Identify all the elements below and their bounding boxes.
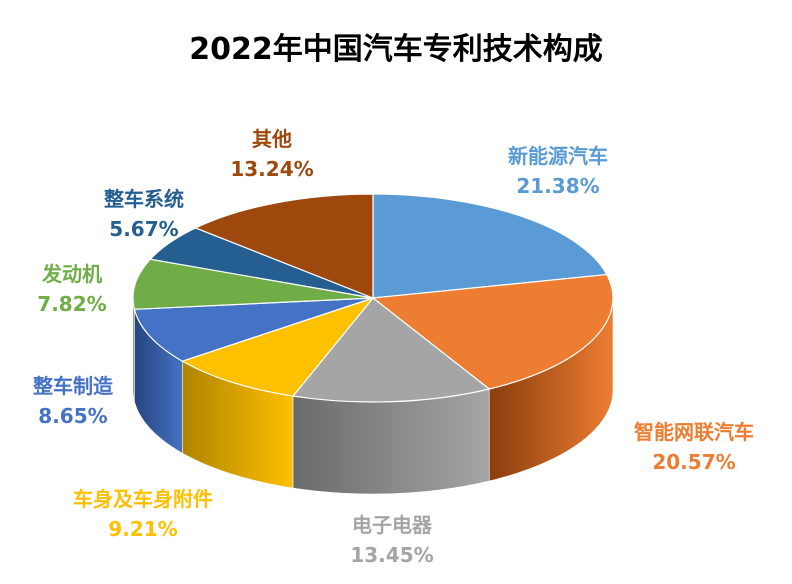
slice-name: 车身及车身附件 xyxy=(73,487,213,511)
label-electronics: 电子电器 13.45% xyxy=(322,510,462,570)
slice-percent: 5.67% xyxy=(109,217,179,241)
label-engine: 发动机 7.82% xyxy=(22,259,122,319)
slice-percent: 9.21% xyxy=(108,517,178,541)
slice-other xyxy=(194,193,374,299)
label-body: 车身及车身附件 9.21% xyxy=(38,484,248,544)
slice-name: 其他 xyxy=(252,127,292,151)
slice-side-electronics xyxy=(292,388,490,495)
slice-percent: 13.24% xyxy=(230,157,314,181)
pie-tops xyxy=(132,193,614,403)
label-other: 其他 13.24% xyxy=(212,124,332,184)
slice-percent: 13.45% xyxy=(350,543,434,567)
slice-body xyxy=(180,296,375,397)
slice-smart-connected xyxy=(371,273,614,390)
label-vehicle-manufacturing: 整车制造 8.65% xyxy=(18,371,128,431)
slice-name: 智能网联汽车 xyxy=(634,420,754,444)
slice-electronics xyxy=(291,297,491,403)
slice-name: 整车制造 xyxy=(33,374,113,398)
slice-percent: 21.38% xyxy=(516,174,600,198)
pie-sides xyxy=(132,297,614,495)
slice-name: 发动机 xyxy=(42,262,102,286)
slice-engine xyxy=(132,258,374,310)
slice-percent: 8.65% xyxy=(38,404,108,428)
slice-new-energy xyxy=(372,193,608,299)
chart-title: 2022年中国汽车专利技术构成 xyxy=(189,32,603,67)
label-vehicle-system: 整车系统 5.67% xyxy=(84,184,204,244)
slice-vehicle-manufacturing xyxy=(133,297,374,362)
slice-percent: 20.57% xyxy=(652,450,736,474)
slice-name: 新能源汽车 xyxy=(508,144,608,168)
slice-name: 整车系统 xyxy=(104,187,184,211)
slice-name: 电子电器 xyxy=(352,513,432,537)
label-new-energy: 新能源汽车 21.38% xyxy=(478,141,638,201)
slice-percent: 7.82% xyxy=(37,292,107,316)
label-smart-connected: 智能网联汽车 20.57% xyxy=(604,417,784,477)
